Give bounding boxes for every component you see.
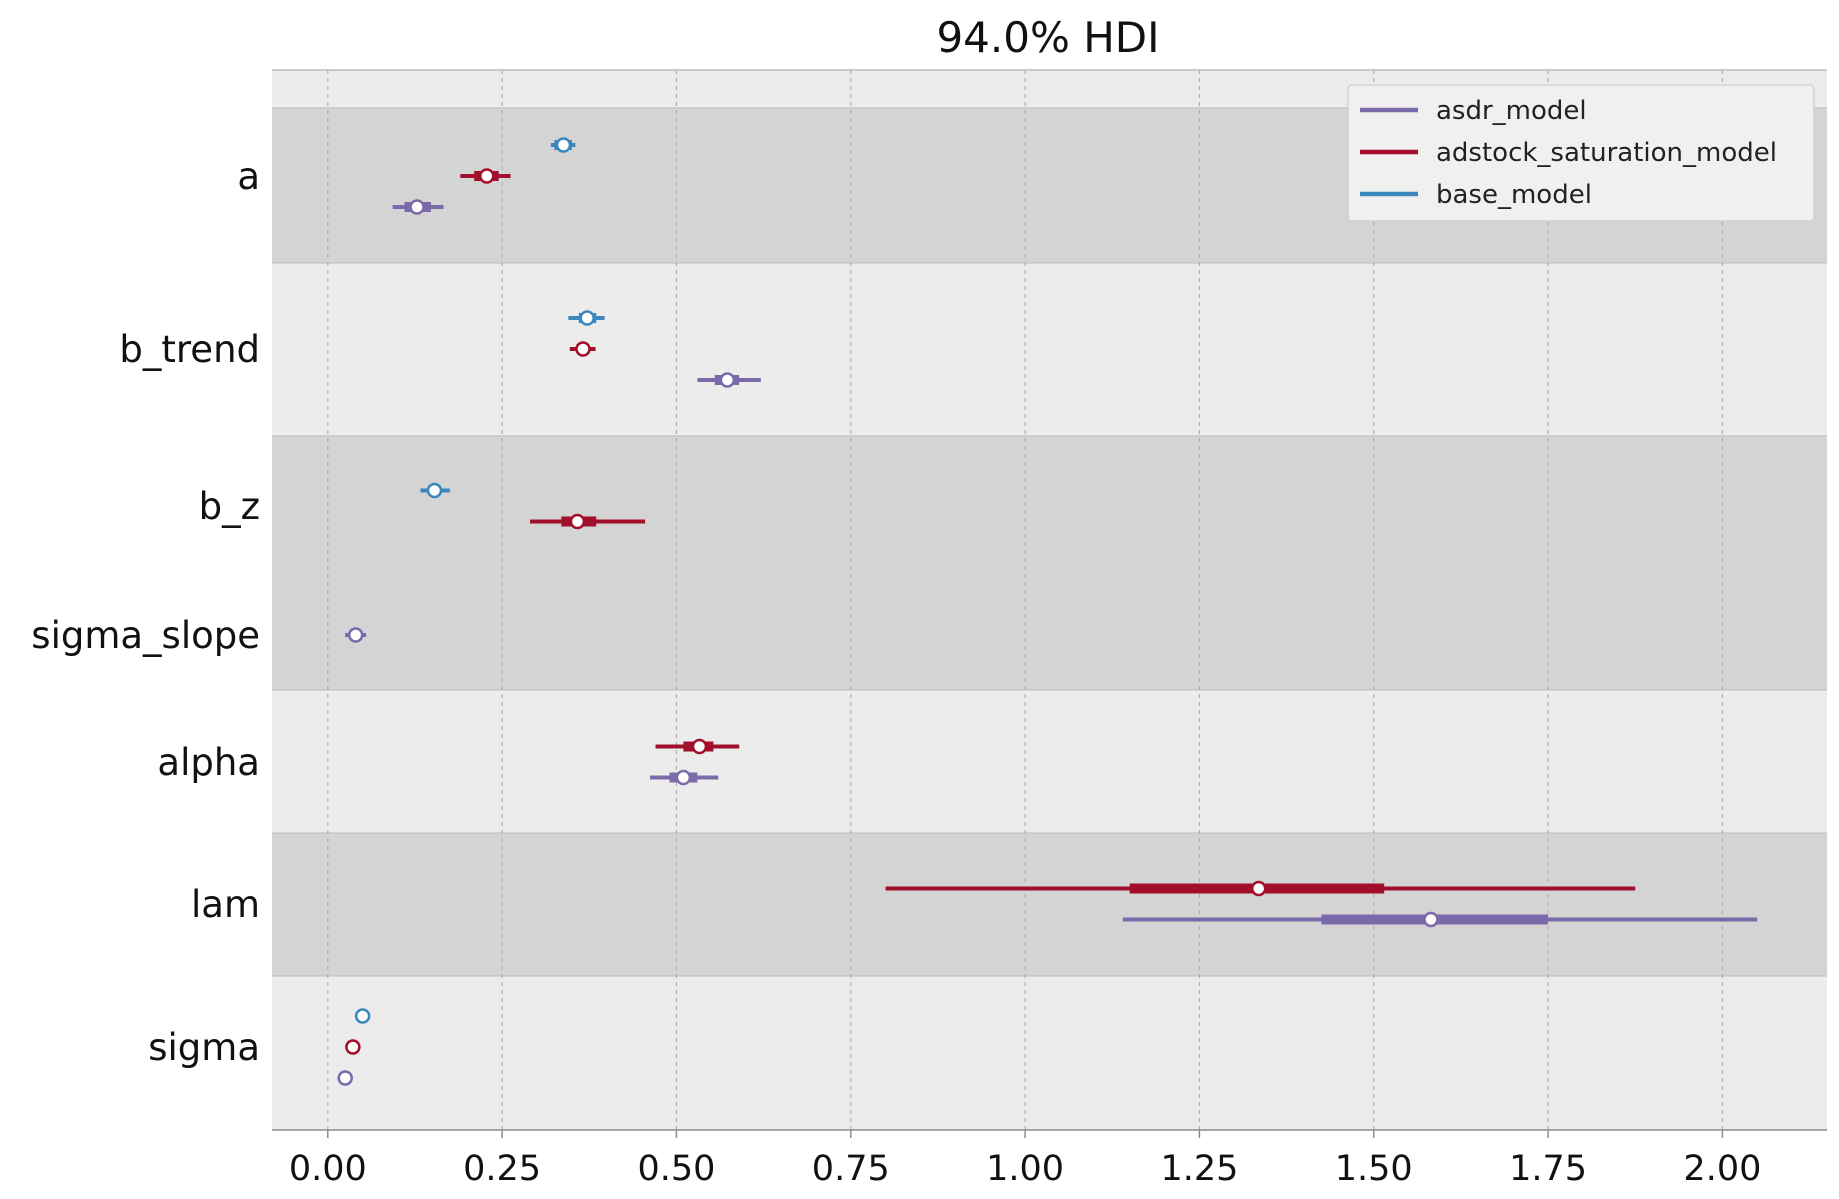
estimate-marks — [337, 137, 1758, 1086]
x-tick-labels: 0.00 0.25 0.50 0.75 1.00 1.25 1.50 1.75 2.00 — [289, 1130, 1761, 1189]
mean-point — [555, 137, 572, 153]
axes — [272, 69, 1827, 1131]
mean-point — [675, 769, 692, 786]
estimate-b_z-adstock_saturation_model — [530, 513, 646, 530]
mean-point — [579, 310, 595, 326]
estimate-a-asdr_model — [392, 199, 444, 215]
mean-point — [409, 199, 425, 215]
row-band — [272, 263, 1827, 436]
row-bands — [272, 70, 1827, 1130]
x-tick-label: 1.00 — [986, 1149, 1064, 1189]
x-tick-label: 0.75 — [812, 1149, 890, 1189]
row-band — [272, 436, 1827, 690]
mean-point — [569, 513, 586, 530]
estimate-b_z-base_model — [420, 482, 450, 499]
variable-label-sigma: sigma — [148, 1026, 260, 1069]
mean-point — [354, 1008, 371, 1024]
mean-point — [1423, 911, 1439, 928]
variable-label-alpha: alpha — [157, 741, 260, 784]
legend-label-asdr_model: asdr_model — [1436, 96, 1587, 126]
variable-label-b_z: b_z — [199, 485, 260, 528]
row-band — [272, 690, 1827, 833]
variable-label-sigma_slope: sigma_slope — [31, 614, 260, 657]
vertical-gridlines — [327, 70, 1724, 1130]
x-tick-label: 1.25 — [1160, 1149, 1238, 1189]
estimate-a-adstock_saturation_model — [460, 168, 511, 184]
mean-point — [426, 482, 443, 499]
row-band — [272, 976, 1827, 1130]
x-tick-label: 1.75 — [1509, 1149, 1587, 1189]
mean-point — [337, 1070, 353, 1086]
estimate-b_trend-asdr_model — [697, 372, 761, 388]
variable-label-a: a — [237, 155, 260, 198]
x-tick-label: 0.00 — [289, 1149, 367, 1189]
mean-point — [479, 168, 495, 184]
legend: asdr_model adstock_saturation_model base_m… — [1347, 84, 1815, 222]
estimate-b_trend-base_model — [568, 310, 605, 326]
row-band — [272, 833, 1827, 976]
legend-label-adstock_saturation_model: adstock_saturation_model — [1436, 138, 1777, 168]
estimate-sigma-asdr_model — [337, 1070, 353, 1086]
estimate-sigma-adstock_saturation_model — [345, 1039, 361, 1055]
mean-point — [575, 341, 591, 357]
chart-title: 94.0% HDI — [936, 13, 1159, 62]
mean-point — [1250, 880, 1267, 897]
variable-label-lam: lam — [191, 883, 260, 926]
legend-label-base_model: base_model — [1436, 180, 1592, 210]
estimate-a-base_model — [550, 137, 576, 153]
x-tick-label: 1.50 — [1335, 1149, 1413, 1189]
mean-point — [345, 1039, 361, 1055]
estimate-alpha-asdr_model — [649, 769, 719, 786]
legend-box — [1347, 84, 1815, 222]
estimate-lam-adstock_saturation_model — [885, 880, 1636, 897]
estimate-alpha-adstock_saturation_model — [655, 738, 740, 755]
x-tick-label: 0.25 — [463, 1149, 541, 1189]
mean-point — [347, 627, 364, 643]
estimate-b_trend-adstock_saturation_model — [569, 341, 596, 357]
variable-label-b_trend: b_trend — [119, 328, 260, 371]
estimate-sigma-base_model — [354, 1008, 371, 1024]
x-tick-label: 2.00 — [1683, 1149, 1761, 1189]
estimate-sigma_slope-asdr_model — [345, 627, 367, 643]
estimate-lam-asdr_model — [1122, 911, 1758, 928]
mean-point — [719, 372, 736, 388]
mean-point — [691, 738, 708, 755]
x-tick-label: 0.50 — [637, 1149, 715, 1189]
